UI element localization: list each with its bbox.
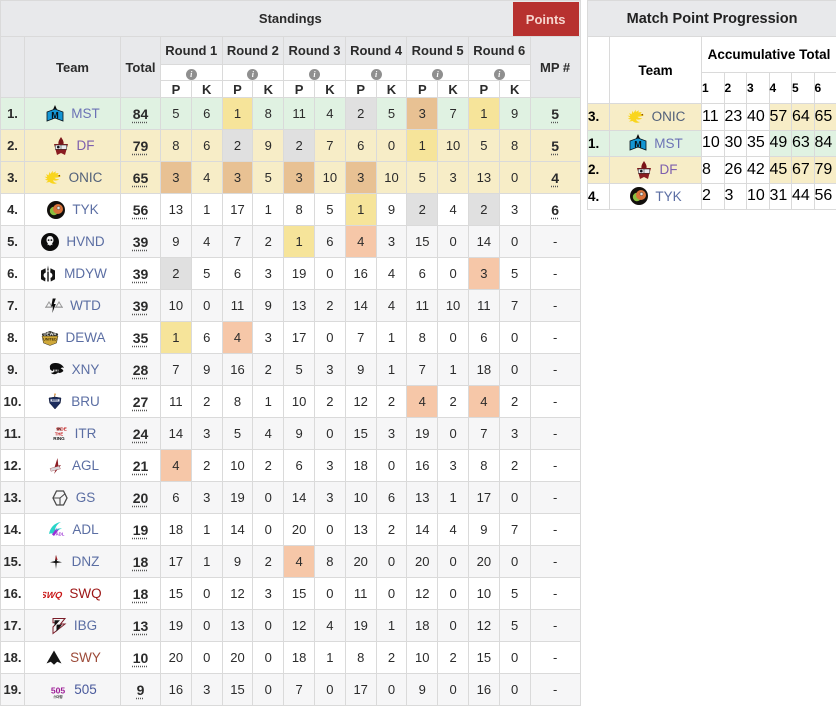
svg-text:RING: RING (53, 436, 65, 441)
svg-text:505: 505 (51, 685, 66, 695)
svg-text:BRU: BRU (52, 398, 58, 402)
svg-text:UNITED: UNITED (43, 337, 57, 341)
svg-text:SWQ: SWQ (43, 590, 63, 600)
svg-text:M: M (52, 110, 60, 120)
svg-text:M: M (635, 140, 643, 150)
svg-text:스더렁: 스더렁 (54, 694, 63, 699)
svg-text:DEWA: DEWA (43, 331, 56, 336)
svg-text:ADL: ADL (56, 531, 65, 536)
